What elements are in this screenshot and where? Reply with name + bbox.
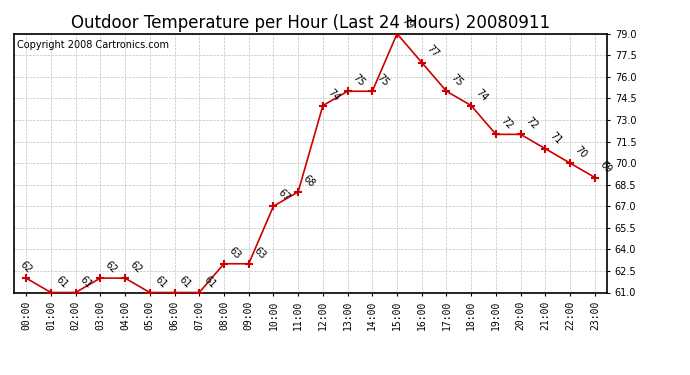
Text: 63: 63 — [227, 245, 242, 261]
Text: 67: 67 — [276, 188, 292, 204]
Text: Copyright 2008 Cartronics.com: Copyright 2008 Cartronics.com — [17, 40, 169, 50]
Text: 61: 61 — [79, 274, 94, 290]
Text: 74: 74 — [326, 87, 342, 103]
Text: 74: 74 — [474, 87, 490, 103]
Text: 79: 79 — [400, 15, 415, 31]
Text: 72: 72 — [499, 116, 515, 132]
Text: 71: 71 — [548, 130, 564, 146]
Text: 68: 68 — [301, 173, 317, 189]
Text: 61: 61 — [177, 274, 193, 290]
Text: 75: 75 — [375, 72, 391, 88]
Text: 62: 62 — [103, 260, 119, 275]
Text: 72: 72 — [524, 116, 540, 132]
Text: 61: 61 — [202, 274, 218, 290]
Text: 61: 61 — [152, 274, 168, 290]
Text: 75: 75 — [449, 72, 465, 88]
Text: 70: 70 — [573, 144, 589, 160]
Text: 62: 62 — [18, 260, 34, 275]
Text: 63: 63 — [251, 245, 267, 261]
Text: 75: 75 — [351, 72, 366, 88]
Title: Outdoor Temperature per Hour (Last 24 Hours) 20080911: Outdoor Temperature per Hour (Last 24 Ho… — [71, 14, 550, 32]
Text: 62: 62 — [128, 260, 144, 275]
Text: 69: 69 — [598, 159, 613, 175]
Text: 77: 77 — [424, 44, 440, 60]
Text: 61: 61 — [54, 274, 70, 290]
